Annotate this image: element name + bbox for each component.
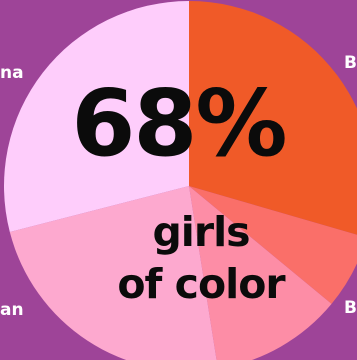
slice-label-left-top: na (0, 63, 24, 83)
pie-slice-1 (189, 1, 357, 235)
headline-caption-line-1: girls (152, 208, 250, 256)
headline-caption-line-2: of color (117, 260, 285, 308)
pie-slice-3 (189, 186, 332, 360)
pie-slice-4 (9, 186, 217, 360)
pie-slice-2 (189, 186, 357, 304)
pie-slice-5 (3, 1, 189, 233)
slice-label-right-top: B (344, 53, 357, 73)
slice-label-right-bottom: B (344, 298, 357, 318)
headline-percentage: 68% (71, 70, 287, 177)
slice-label-left-bottom: an (0, 300, 24, 320)
